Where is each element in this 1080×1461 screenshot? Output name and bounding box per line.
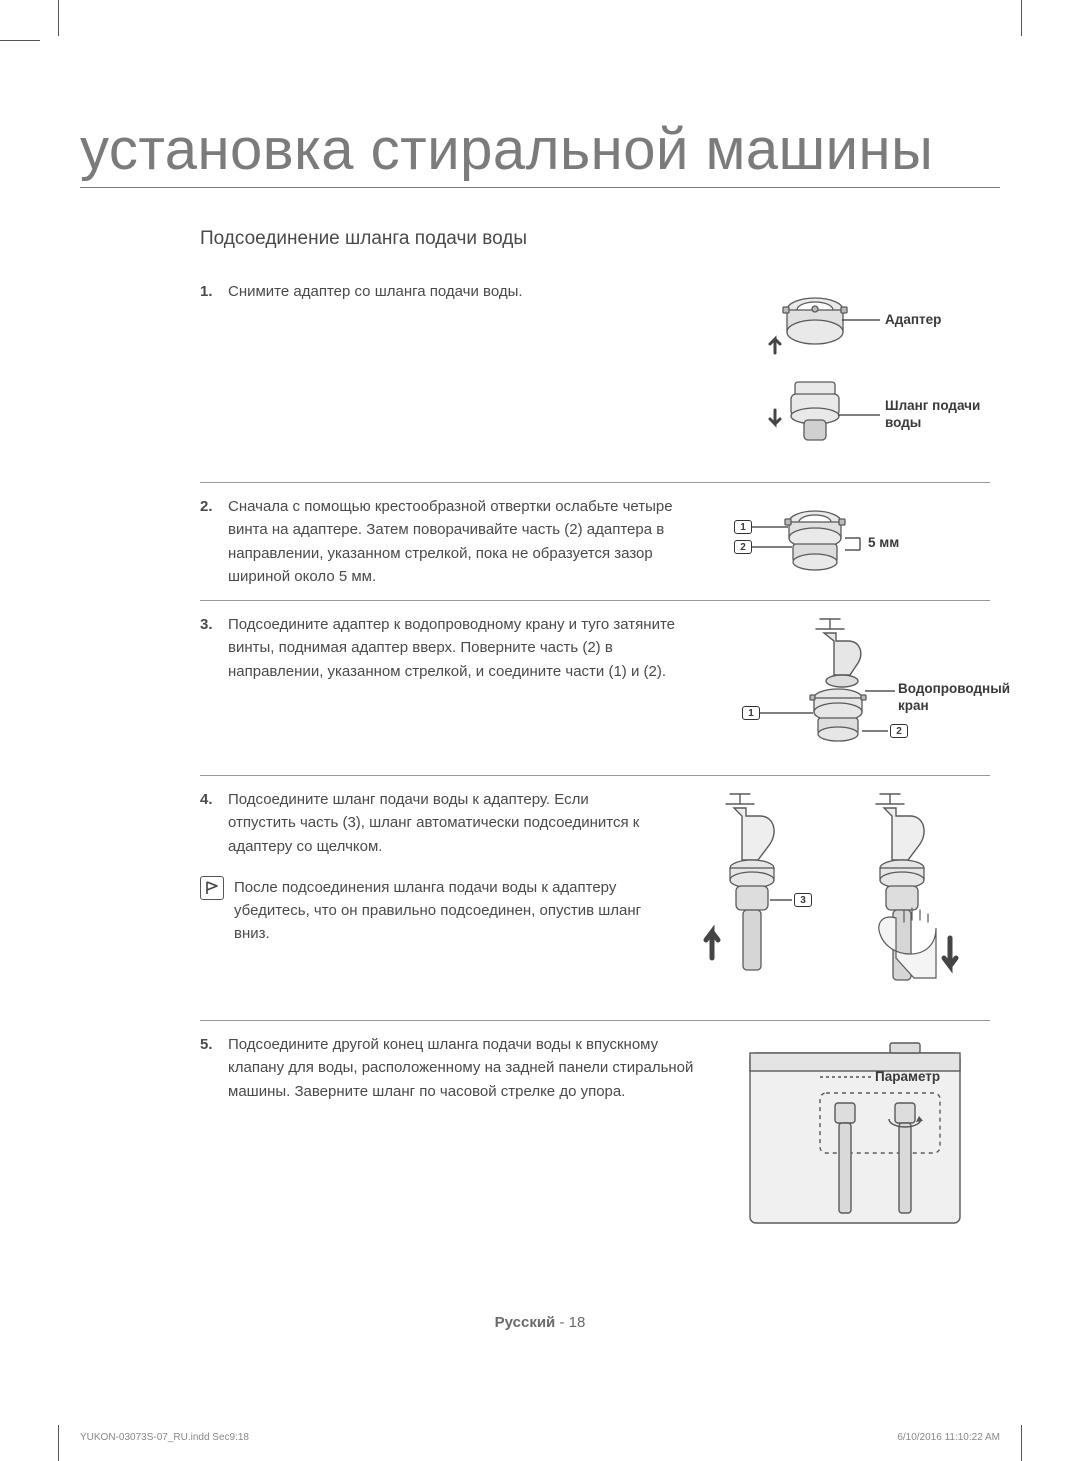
step-text: 4. Подсоедините шланг подачи воды к адап… xyxy=(200,788,650,946)
figure-tap-connect: Водопроводный кран 1 2 xyxy=(720,613,990,763)
crop-mark xyxy=(1021,1425,1022,1461)
step-body: Сначала с помощью крестообразной отвертк… xyxy=(228,495,700,588)
step-4: 4. Подсоедините шланг подачи воды к адап… xyxy=(200,775,990,1020)
note-text: После подсоединения шланга подачи воды к… xyxy=(234,876,650,946)
part-3-label: 3 xyxy=(794,893,812,907)
footer-dash: - xyxy=(555,1314,568,1331)
imprint-left: YUKON-03073S-07_RU.indd Sec9:18 xyxy=(80,1432,249,1443)
callout-param: Параметр xyxy=(875,1069,940,1084)
part-1-label: 1 xyxy=(742,706,760,720)
footer-page: 18 xyxy=(569,1314,586,1331)
step-text: 2. Сначала с помощью крестообразной отве… xyxy=(200,495,700,588)
step-body: Подсоедините шланг подачи воды к адаптер… xyxy=(228,788,650,858)
section-subtitle: Подсоединение шланга подачи воды xyxy=(200,228,990,250)
page-footer: Русский - 18 xyxy=(80,1314,1000,1331)
part-2-label: 2 xyxy=(734,540,752,554)
step-5: 5. Подсоедините другой конец шланга пода… xyxy=(200,1020,990,1245)
step-text: 5. Подсоедините другой конец шланга пода… xyxy=(200,1033,700,1103)
callout-tap: Водопроводный кран xyxy=(898,681,1008,715)
crop-mark xyxy=(58,0,59,36)
step-number: 5. xyxy=(200,1033,220,1103)
step-body: Подсоедините адаптер к водопроводному кр… xyxy=(228,613,700,683)
step-body: Подсоедините другой конец шланга подачи … xyxy=(228,1033,700,1103)
step-body: Снимите адаптер со шланга подачи воды. xyxy=(228,280,700,303)
step-2: 2. Сначала с помощью крестообразной отве… xyxy=(200,482,990,600)
content: Подсоединение шланга подачи воды 1. Сним… xyxy=(200,228,990,1245)
imprint-right: 6/10/2016 11:10:22 AM xyxy=(897,1432,1000,1443)
hose-hand-icon xyxy=(670,788,990,1008)
callout-adapter: Адаптер xyxy=(885,312,941,327)
step-number: 3. xyxy=(200,613,220,683)
figure-inlet-valve: Параметр xyxy=(720,1033,990,1233)
step-text: 1. Снимите адаптер со шланга подачи воды… xyxy=(200,280,700,303)
page: установка стиральной машины Подсоединени… xyxy=(80,60,1000,1401)
washer-back-icon xyxy=(720,1033,990,1233)
callout-gap: 5 мм xyxy=(868,535,899,550)
step-number: 2. xyxy=(200,495,220,588)
figure-hose-click: 3 xyxy=(670,788,990,1008)
note: После подсоединения шланга подачи воды к… xyxy=(200,876,650,946)
step-number: 1. xyxy=(200,280,220,303)
figure-loosen-screws: 1 2 5 мм xyxy=(720,495,990,585)
part-1-label: 1 xyxy=(734,520,752,534)
crop-mark xyxy=(58,1425,59,1461)
step-3: 3. Подсоедините адаптер к водопроводному… xyxy=(200,600,990,775)
step-text: 3. Подсоедините адаптер к водопроводному… xyxy=(200,613,700,683)
imprint: YUKON-03073S-07_RU.indd Sec9:18 6/10/201… xyxy=(80,1432,1000,1443)
adapter-diagram-icon xyxy=(720,280,990,470)
callout-hose: Шланг подачи воды xyxy=(885,398,995,432)
crop-mark xyxy=(1021,0,1022,36)
step-number: 4. xyxy=(200,788,220,858)
page-title: установка стиральной машины xyxy=(80,116,1000,188)
footer-lang: Русский xyxy=(495,1314,556,1331)
crop-mark xyxy=(0,40,40,41)
note-icon xyxy=(200,876,224,900)
part-2-label: 2 xyxy=(890,724,908,738)
adapter-gap-icon xyxy=(720,495,990,585)
figure-adapter-hose: Адаптер Шланг подачи воды xyxy=(720,280,990,470)
step-1: 1. Снимите адаптер со шланга подачи воды… xyxy=(200,268,990,482)
